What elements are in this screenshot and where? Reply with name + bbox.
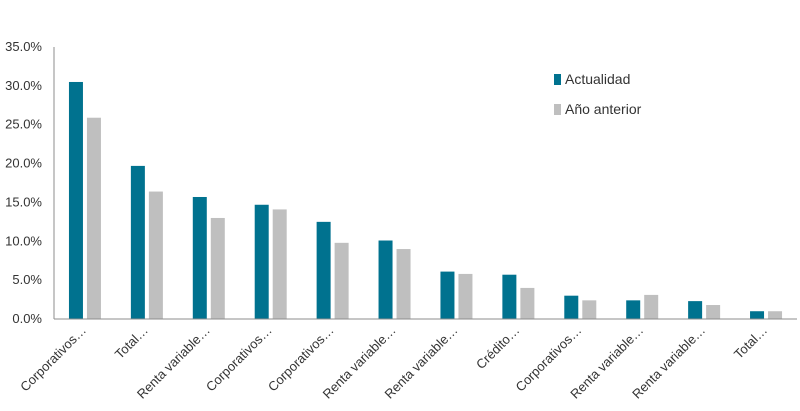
bar-ano-anterior-4 — [272, 209, 287, 319]
y-tick-label: 5.0% — [12, 272, 42, 287]
bar-ano-anterior-12 — [768, 311, 783, 319]
bar-actualidad-5 — [316, 221, 331, 319]
bar-ano-anterior-11 — [706, 305, 721, 319]
legend-label: Año anterior — [565, 101, 642, 117]
x-axis: Corporativos… Total…Renta variable…Corpor… — [17, 318, 797, 402]
bar-actualidad-10 — [626, 300, 641, 319]
y-tick-label: 15.0% — [5, 194, 42, 209]
bar-ano-anterior-10 — [644, 294, 659, 319]
bar-actualidad-11 — [688, 301, 703, 319]
bar-ano-anterior-6 — [396, 249, 411, 319]
bar-ano-anterior-1 — [86, 117, 101, 319]
y-tick-label: 10.0% — [5, 233, 42, 248]
legend-swatch — [554, 74, 561, 85]
bar-ano-anterior-8 — [520, 287, 535, 319]
legend-swatch — [554, 104, 561, 115]
y-axis: 0.0% 5.0% 10.0% 15.0% 20.0% 25.0% 30.0% 35.0% — [5, 39, 55, 326]
bar-actualidad-1 — [68, 81, 83, 319]
bar-actualidad-12 — [750, 311, 765, 319]
y-tick-label: 20.0% — [5, 156, 42, 171]
bar-ano-anterior-9 — [582, 300, 597, 319]
legend: Actualidad Año anterior — [554, 71, 642, 117]
x-tick-label: Total… — [731, 323, 770, 362]
bar-actualidad-7 — [440, 271, 455, 319]
bar-ano-anterior-5 — [334, 242, 349, 319]
bar-ano-anterior-3 — [210, 217, 225, 319]
bar-actualidad-9 — [564, 295, 579, 319]
y-tick-label: 0.0% — [12, 311, 42, 326]
legend-label: Actualidad — [565, 71, 630, 87]
bar-actualidad-8 — [502, 274, 517, 319]
bar-actualidad-6 — [378, 240, 393, 319]
bars — [68, 81, 783, 319]
bar-actualidad-4 — [254, 204, 269, 319]
y-tick-label: 35.0% — [5, 39, 42, 54]
bar-actualidad-2 — [130, 165, 145, 319]
x-tick-label: Crédito… — [473, 323, 522, 372]
bar-ano-anterior-2 — [148, 191, 163, 319]
x-tick-label: Corporativos… — [17, 323, 89, 395]
y-tick-label: 25.0% — [5, 117, 42, 132]
bar-ano-anterior-7 — [458, 273, 473, 319]
x-tick-label: Total… — [112, 323, 151, 362]
bar-actualidad-3 — [192, 196, 207, 319]
y-tick-label: 30.0% — [5, 78, 42, 93]
